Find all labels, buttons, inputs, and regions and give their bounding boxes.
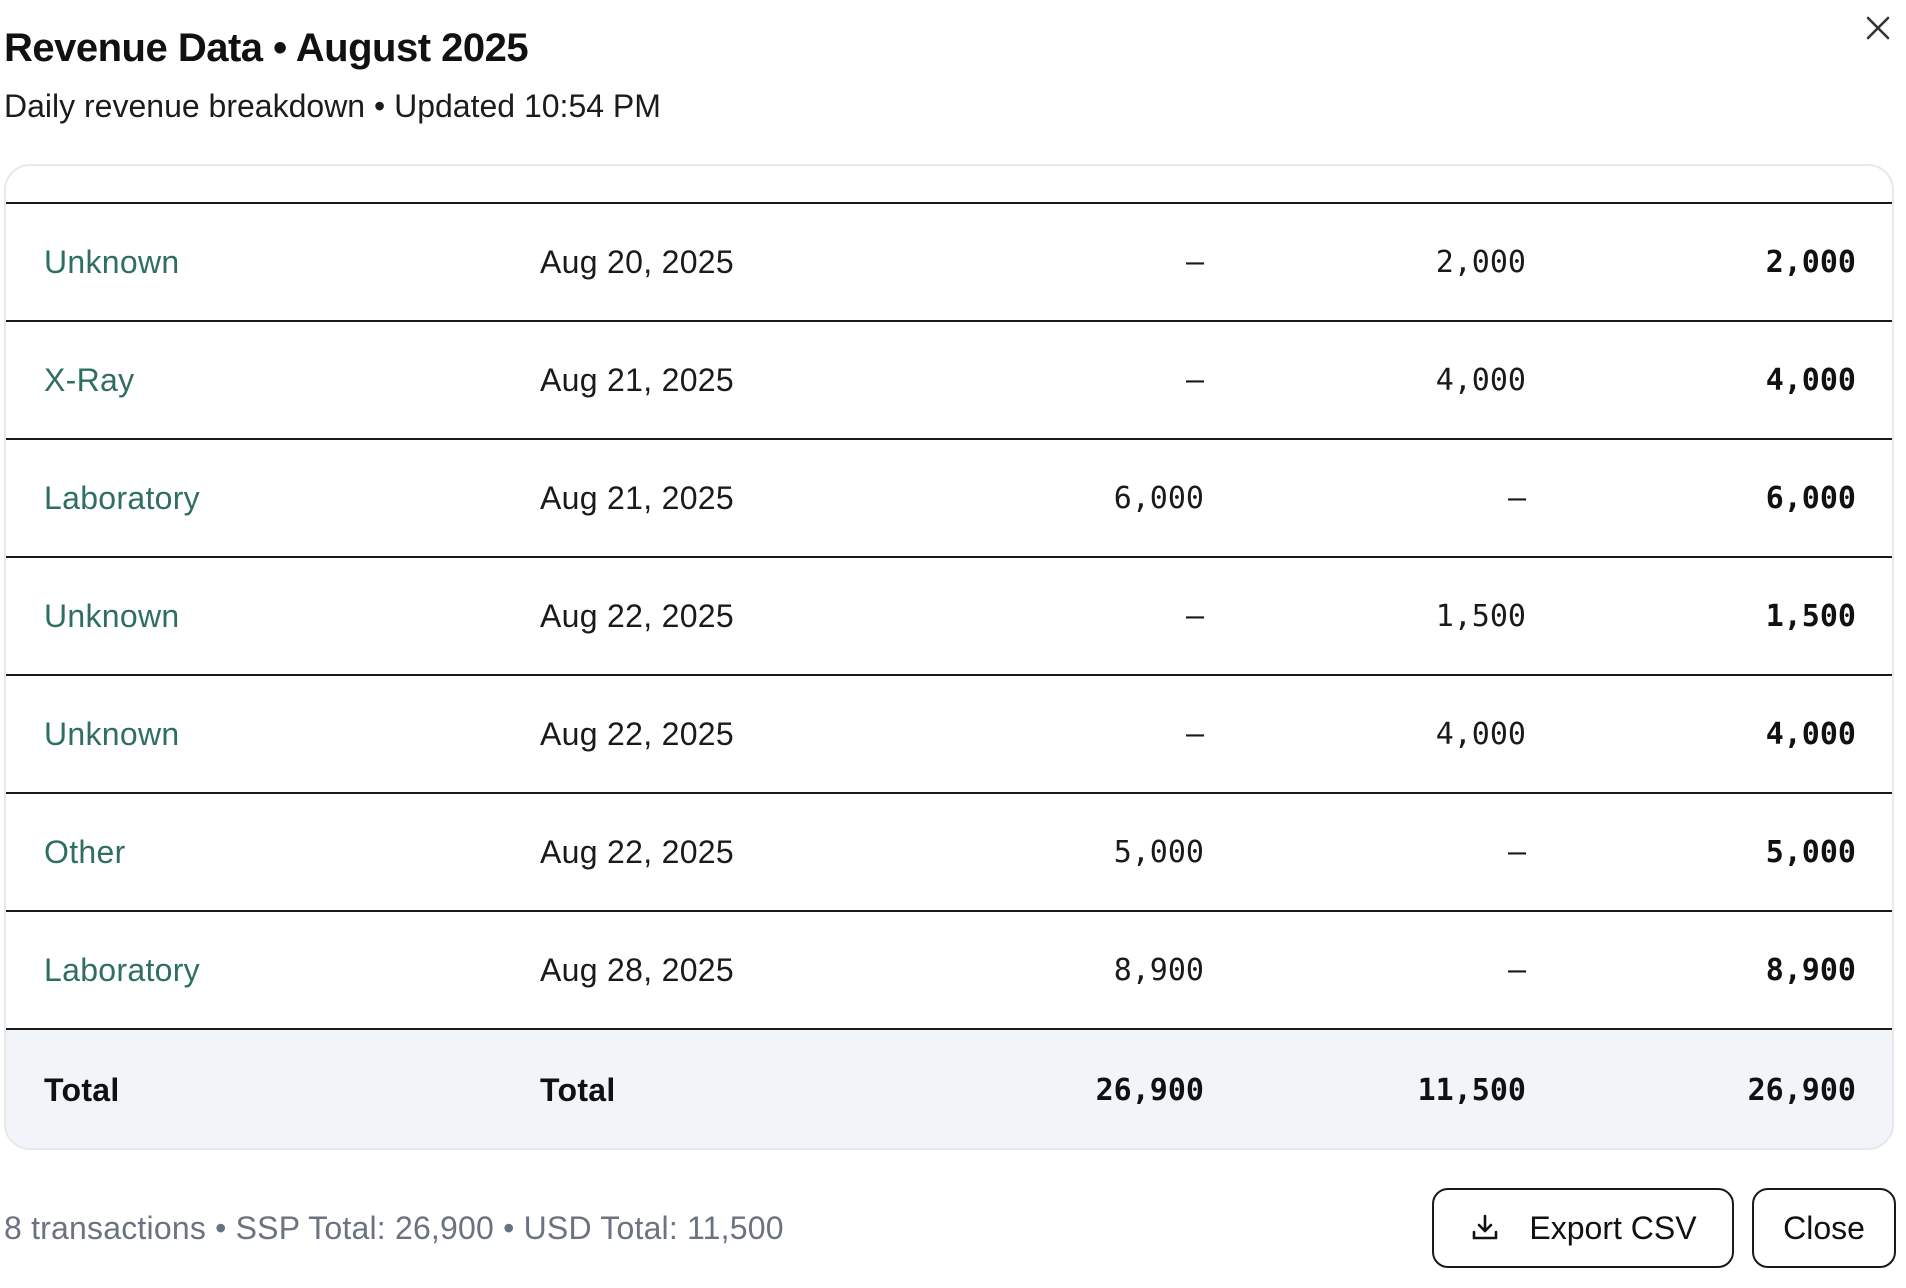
row-category-link[interactable]: Unknown	[44, 243, 180, 280]
close-button[interactable]: Close	[1752, 1188, 1896, 1268]
dialog-title: Revenue Data • August 2025	[4, 26, 529, 70]
table-row: Unknown Aug 22, 2025 — 4,000 4,000	[6, 676, 1892, 794]
row-ssp-amount: 6,000	[1113, 480, 1204, 516]
row-total-amount: 8,900	[1765, 952, 1856, 988]
row-category-link[interactable]: Other	[44, 833, 126, 870]
table-row: Laboratory Aug 21, 2025 6,000 — 6,000	[6, 440, 1892, 558]
row-category-link[interactable]: X-Ray	[44, 361, 135, 398]
row-category-link[interactable]: Unknown	[44, 597, 180, 634]
row-date: Aug 22, 2025	[540, 833, 734, 870]
row-usd-amount: —	[1507, 834, 1526, 870]
table-row: Other Aug 22, 2025 5,000 — 5,000	[6, 794, 1892, 912]
row-usd-amount: —	[1507, 480, 1526, 516]
row-total-amount: 2,000	[1765, 244, 1856, 280]
row-total-amount: 6,000	[1765, 480, 1856, 516]
table-row: X-Ray Aug 21, 2025 — 4,000 4,000	[6, 322, 1892, 440]
row-category-link[interactable]: Laboratory	[44, 951, 200, 988]
row-ssp-amount: —	[1185, 362, 1204, 398]
table-row: Unknown Aug 22, 2025 — 1,500 1,500	[6, 558, 1892, 676]
total-row-usd: 11,500	[1417, 1072, 1526, 1108]
table-row: Laboratory Aug 28, 2025 8,900 — 8,900	[6, 912, 1892, 1030]
transactions-summary: 8 transactions • SSP Total: 26,900 • USD…	[4, 1210, 784, 1246]
row-date: Aug 28, 2025	[540, 951, 734, 988]
table-header-gap	[6, 166, 1892, 204]
row-ssp-amount: 5,000	[1113, 834, 1204, 870]
total-row-ssp: 26,900	[1095, 1072, 1204, 1108]
row-ssp-amount: —	[1185, 598, 1204, 634]
row-usd-amount: 4,000	[1435, 362, 1526, 398]
export-csv-button[interactable]: Export CSV	[1432, 1188, 1734, 1268]
row-category-link[interactable]: Laboratory	[44, 479, 200, 516]
row-ssp-amount: —	[1185, 244, 1204, 280]
total-row-total: 26,900	[1747, 1072, 1856, 1108]
row-total-amount: 4,000	[1765, 362, 1856, 398]
row-ssp-amount: 8,900	[1113, 952, 1204, 988]
row-usd-amount: 4,000	[1435, 716, 1526, 752]
download-icon	[1473, 1214, 1498, 1240]
row-usd-amount: —	[1507, 952, 1526, 988]
total-row-category: Total	[44, 1071, 120, 1108]
row-usd-amount: 2,000	[1435, 244, 1526, 280]
dialog-header: Revenue Data • August 2025 Daily revenue…	[4, 20, 661, 128]
row-date: Aug 21, 2025	[540, 361, 734, 398]
dialog-subtitle: Daily revenue breakdown • Updated 10:54 …	[4, 88, 661, 124]
row-total-amount: 4,000	[1765, 716, 1856, 752]
total-row-date: Total	[540, 1071, 616, 1108]
row-total-amount: 5,000	[1765, 834, 1856, 870]
row-date: Aug 22, 2025	[540, 597, 734, 634]
row-usd-amount: 1,500	[1435, 598, 1526, 634]
table-total-row: Total Total 26,900 11,500 26,900	[6, 1030, 1892, 1148]
revenue-table[interactable]: Unknown Aug 20, 2025 — 2,000 2,000 X-Ray Aug 2…	[4, 164, 1894, 1150]
table-row: Unknown Aug 20, 2025 — 2,000 2,000	[6, 204, 1892, 322]
row-date: Aug 21, 2025	[540, 479, 734, 516]
export-csv-label: Export CSV	[1529, 1209, 1697, 1246]
close-icon	[1866, 16, 1890, 40]
row-ssp-amount: —	[1185, 716, 1204, 752]
row-total-amount: 1,500	[1765, 598, 1856, 634]
close-dialog-button[interactable]	[1858, 8, 1898, 48]
row-category-link[interactable]: Unknown	[44, 715, 180, 752]
table-body: Unknown Aug 20, 2025 — 2,000 2,000 X-Ray Aug 2…	[6, 204, 1892, 1030]
row-date: Aug 22, 2025	[540, 715, 734, 752]
row-date: Aug 20, 2025	[540, 243, 734, 280]
